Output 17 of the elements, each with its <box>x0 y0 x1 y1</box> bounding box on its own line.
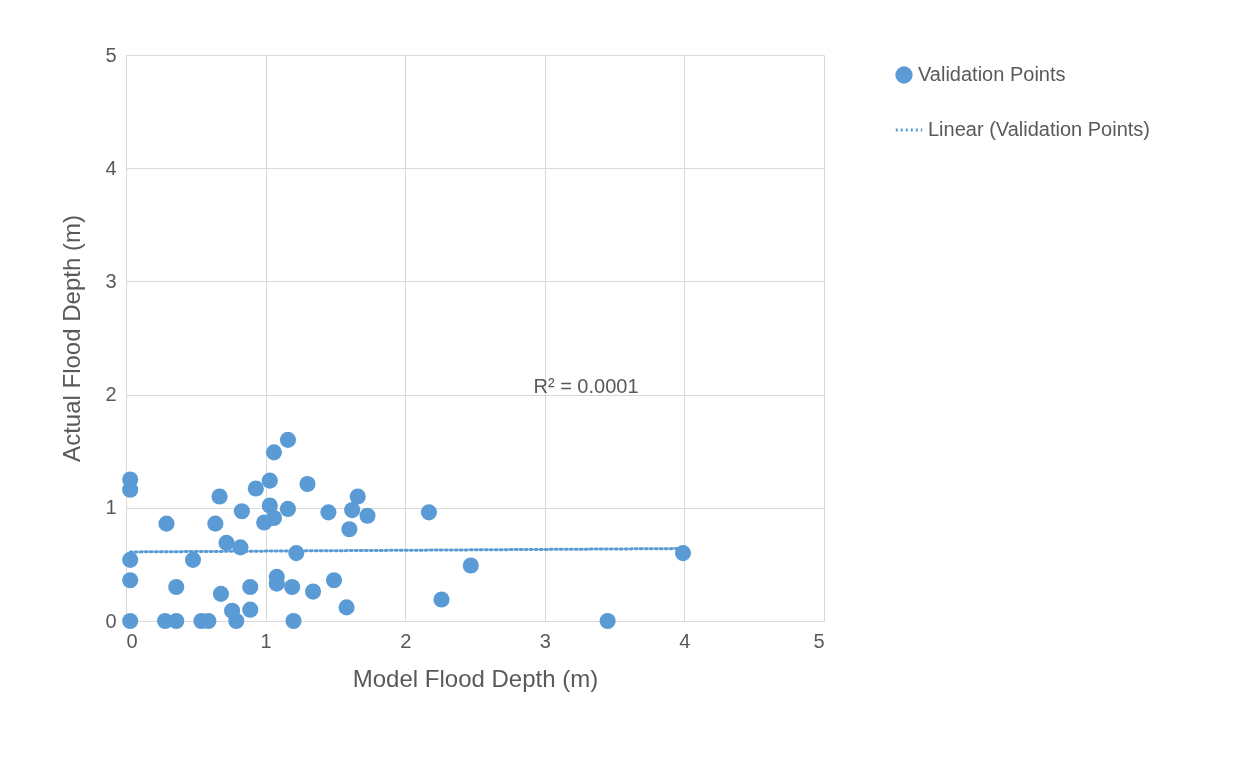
x-axis-title: Model Flood Depth (m) <box>352 664 599 692</box>
annotation: R² = 0.0001 <box>533 375 639 397</box>
x-tick-label: 0 <box>126 629 138 652</box>
y-tick-label: 3 <box>105 269 117 292</box>
y-tick-label: 5 <box>105 43 117 66</box>
x-tick-label: 1 <box>260 629 272 652</box>
y-tick-label: 0 <box>105 609 117 632</box>
y-tick-label: 4 <box>105 156 117 179</box>
y-axis-title: Actual Flood Depth (m) <box>58 215 86 462</box>
legend-label: Validation Points <box>918 63 1066 85</box>
x-tick-label: 2 <box>400 629 412 652</box>
x-tick-label: 3 <box>539 629 551 652</box>
x-tick-label: 5 <box>813 629 825 652</box>
y-tick-label: 2 <box>105 383 117 406</box>
x-tick-label: 4 <box>679 629 691 652</box>
legend-label: Linear (Validation Points) <box>928 118 1150 140</box>
y-tick-label: 1 <box>105 496 117 519</box>
